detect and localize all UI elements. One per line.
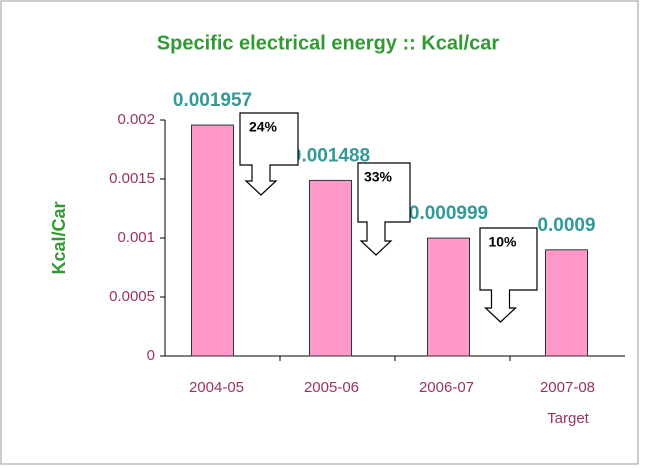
callout [479, 227, 538, 323]
y-axis-label: Kcal/Car [49, 201, 69, 274]
y-tick-label: 0 [147, 347, 155, 364]
bar [427, 237, 470, 357]
y-tick-label: 0.002 [117, 111, 155, 128]
y-tick-label: 0.0015 [109, 170, 155, 187]
chart-title: Specific electrical energy :: Kcal/car [157, 32, 500, 54]
callout-label: 33% [364, 169, 393, 185]
data-label: 0.0009 [537, 215, 595, 236]
y-tick-label: 0.001 [117, 229, 155, 246]
callout [357, 162, 411, 256]
x-tick-label: 2006-07 [419, 379, 474, 396]
data-label: 0.000999 [409, 203, 488, 224]
bar [545, 249, 588, 357]
data-label: 0.001488 [291, 145, 370, 166]
bar [309, 179, 352, 357]
callout [239, 112, 299, 196]
callout-label: 24% [249, 119, 278, 135]
bar [191, 124, 234, 357]
x-tick-label: 2007-08 [540, 379, 595, 396]
callout-label: 10% [488, 234, 517, 250]
x-tick-label: 2004-05 [189, 379, 244, 396]
x-tick-label: 2005-06 [304, 379, 359, 396]
y-tick-label: 0.0005 [109, 288, 155, 305]
category-note: Target [547, 410, 590, 427]
data-label: 0.001957 [173, 90, 252, 111]
